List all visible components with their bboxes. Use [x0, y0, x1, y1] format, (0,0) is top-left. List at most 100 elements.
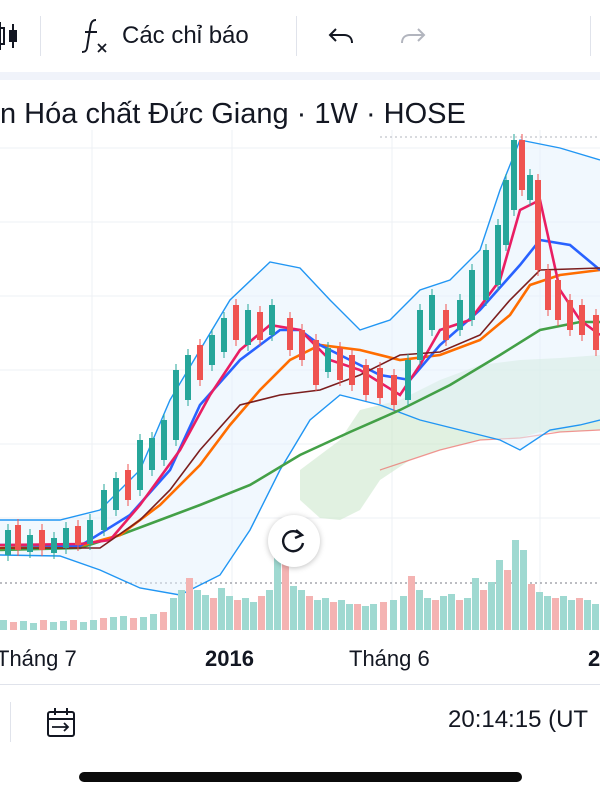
volume-bar	[298, 590, 305, 630]
volume-bar	[528, 584, 535, 630]
volume-bar	[210, 598, 217, 630]
bottom-bar	[0, 684, 600, 800]
candle-body	[535, 180, 541, 270]
toolbar-separator	[296, 16, 297, 56]
candle-body	[51, 538, 57, 553]
volume-bar	[140, 617, 147, 630]
volume-bar	[408, 576, 415, 630]
volume-bar	[560, 596, 567, 630]
volume-bar	[456, 600, 463, 630]
candle-body	[75, 526, 81, 545]
volume-bar	[330, 602, 337, 630]
volume-bar	[400, 596, 407, 630]
volume-bar	[110, 617, 117, 630]
volume-bar	[282, 520, 289, 630]
candle-body	[149, 438, 155, 470]
candle-body	[429, 295, 435, 330]
chart-title: n Hóa chất Đức Giang · 1W · HOSE	[0, 98, 466, 130]
volume-bar	[464, 598, 471, 630]
volume-bar	[424, 598, 431, 630]
volume-bar	[80, 622, 87, 630]
candle-body	[483, 250, 489, 300]
indicators-label: Các chỉ báo	[122, 22, 249, 49]
candle-body	[457, 300, 463, 330]
volume-bar	[432, 600, 439, 630]
candle-body	[233, 305, 239, 340]
volume-bar	[306, 596, 313, 630]
chart-canvas[interactable]	[0, 80, 600, 682]
redo-icon	[401, 28, 426, 44]
candle-body	[137, 440, 143, 490]
candle-body	[185, 355, 191, 400]
volume-bar	[250, 602, 257, 630]
ma-blue-line	[0, 238, 600, 548]
volume-bar	[488, 582, 495, 630]
volume-bar	[314, 600, 321, 630]
volume-bar	[194, 590, 201, 630]
volume-bar	[504, 570, 511, 630]
volume-bar	[274, 545, 281, 630]
volume-bar	[60, 621, 67, 630]
volume-bar	[90, 620, 97, 630]
volume-bar	[150, 614, 157, 630]
volume-bar	[354, 604, 361, 630]
ma-brown-line	[0, 267, 600, 549]
x-axis-label-month7: Tháng 7	[0, 646, 77, 671]
volume-bar	[242, 598, 249, 630]
volume-bar	[338, 600, 345, 630]
candle-body	[579, 305, 585, 335]
date-range-icon[interactable]	[44, 706, 78, 740]
candle-body	[209, 335, 215, 365]
chart-type-button[interactable]	[0, 14, 20, 58]
volume-bar	[496, 560, 503, 630]
undo-icon	[328, 28, 353, 44]
candle-body	[39, 530, 45, 550]
volume-bar	[40, 620, 47, 630]
candle-body	[503, 180, 509, 245]
toolbar-separator	[590, 16, 591, 56]
candle-body	[495, 225, 501, 285]
indicators-button[interactable]: Các chỉ báo	[80, 14, 249, 58]
candle-body	[417, 310, 423, 360]
candle-body	[161, 420, 167, 460]
candle-body	[349, 355, 355, 385]
undo-button[interactable]	[326, 14, 356, 58]
candle-body	[313, 340, 319, 385]
volume-bar	[50, 622, 57, 630]
volume-bar	[258, 596, 265, 630]
candle-body	[287, 318, 293, 350]
candle-body	[269, 305, 275, 335]
x-axis-label-2016: 2016	[205, 646, 254, 671]
volume-bar	[186, 578, 193, 630]
candle-body	[363, 365, 369, 395]
home-indicator	[79, 772, 522, 782]
volume-bar	[380, 602, 387, 630]
volume-bar	[472, 578, 479, 630]
redo-button[interactable]	[398, 14, 428, 58]
candle-body	[87, 520, 93, 544]
x-axis-label-month6: Tháng 6	[349, 646, 430, 671]
volume-bar	[480, 590, 487, 630]
function-icon	[81, 19, 107, 53]
x-axis-label-year-next: 2	[588, 646, 600, 671]
candle-body	[173, 370, 179, 440]
volume-bar	[30, 623, 37, 630]
volume-bar	[234, 600, 241, 630]
volume-bar	[218, 588, 225, 630]
volume-bar	[440, 596, 447, 630]
volume-bar	[416, 590, 423, 630]
candle-body	[593, 315, 599, 350]
price-chart[interactable]	[0, 80, 600, 682]
reset-chart-button[interactable]	[268, 515, 320, 567]
volume-bar	[170, 598, 177, 630]
cloud-edge-red	[379, 429, 600, 471]
candle-body	[469, 270, 475, 320]
candle-body	[519, 140, 525, 190]
candlestick-icon	[0, 22, 17, 50]
candle-body	[325, 348, 331, 372]
candle-body	[113, 478, 119, 510]
candle-body	[527, 175, 533, 200]
clock-time-label[interactable]: 20:14:15 (UT	[448, 706, 589, 733]
candle-body	[511, 140, 517, 210]
candle-body	[15, 525, 21, 550]
